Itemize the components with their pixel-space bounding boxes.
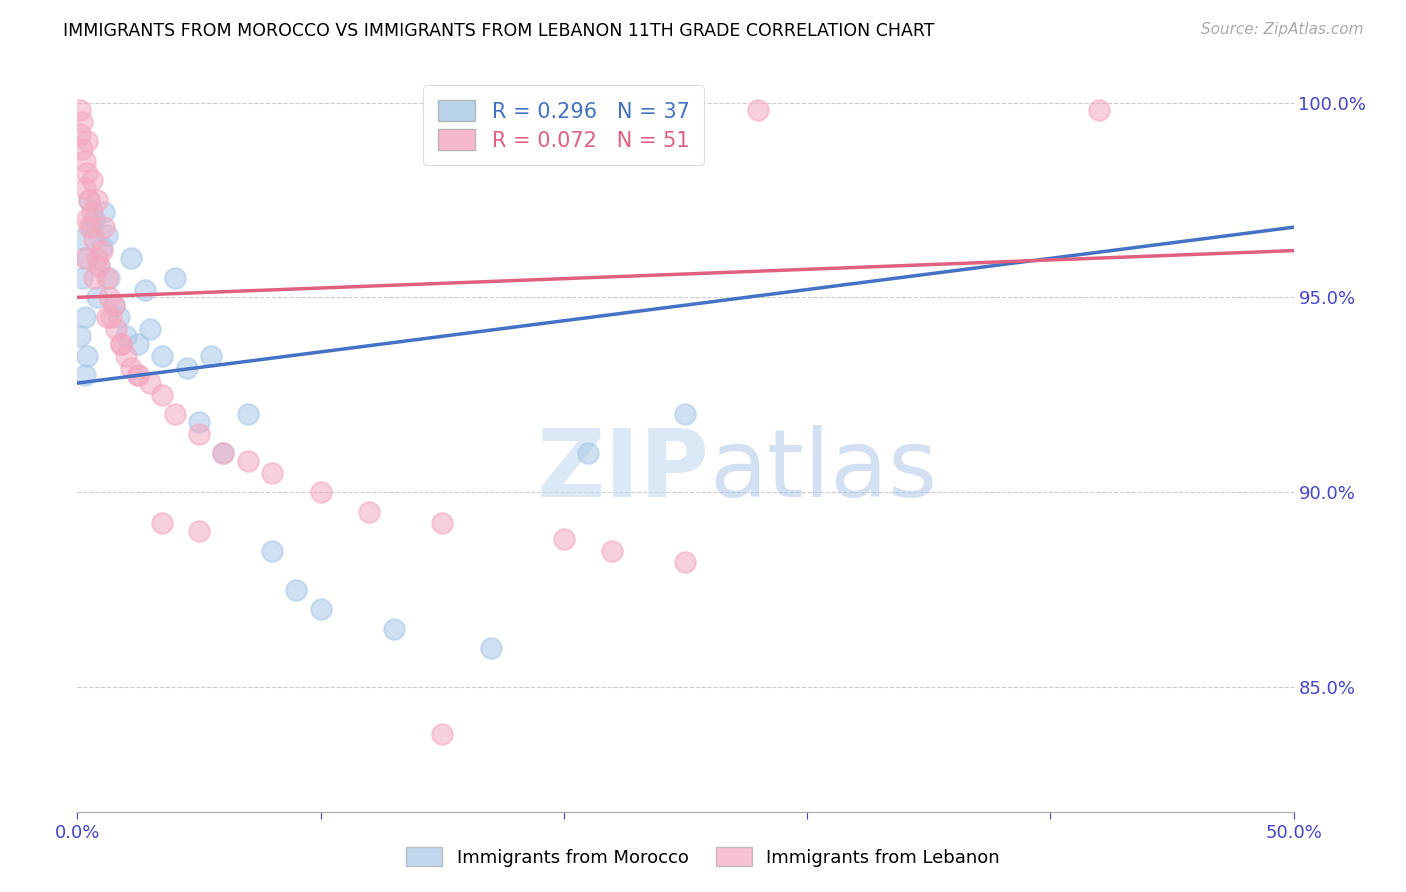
- Point: [139, 321, 162, 335]
- Point: [96, 271, 118, 285]
- Point: [163, 407, 186, 421]
- Point: [553, 532, 575, 546]
- Point: [79, 193, 101, 207]
- Point: [79, 220, 101, 235]
- Point: [1088, 103, 1111, 118]
- Point: [188, 426, 211, 441]
- Point: [96, 310, 118, 324]
- Point: [69, 103, 91, 118]
- Text: ZIP: ZIP: [537, 425, 710, 517]
- Point: [309, 485, 332, 500]
- Point: [120, 360, 142, 375]
- Point: [86, 193, 108, 207]
- Point: [212, 446, 235, 460]
- Point: [285, 582, 308, 597]
- Point: [675, 555, 697, 569]
- Point: [115, 329, 138, 343]
- Point: [76, 252, 98, 266]
- Point: [83, 212, 105, 227]
- Point: [188, 524, 211, 538]
- Point: [105, 321, 128, 335]
- Point: [236, 454, 259, 468]
- Point: [127, 368, 149, 383]
- Point: [127, 368, 149, 383]
- Point: [139, 376, 162, 390]
- Point: [86, 252, 108, 266]
- Point: [69, 127, 91, 141]
- Text: atlas: atlas: [710, 425, 938, 517]
- Point: [309, 602, 332, 616]
- Point: [93, 220, 115, 235]
- Point: [76, 212, 98, 227]
- Point: [115, 349, 138, 363]
- Legend: Immigrants from Morocco, Immigrants from Lebanon: Immigrants from Morocco, Immigrants from…: [399, 840, 1007, 874]
- Point: [200, 349, 222, 363]
- Point: [73, 252, 96, 266]
- Point: [80, 204, 103, 219]
- Point: [83, 232, 105, 246]
- Point: [675, 407, 697, 421]
- Point: [76, 166, 98, 180]
- Point: [89, 259, 111, 273]
- Point: [212, 446, 235, 460]
- Point: [73, 181, 96, 195]
- Point: [96, 227, 118, 242]
- Point: [76, 135, 98, 149]
- Point: [188, 415, 211, 429]
- Point: [93, 204, 115, 219]
- Point: [236, 407, 259, 421]
- Point: [70, 232, 93, 246]
- Point: [110, 337, 132, 351]
- Point: [152, 516, 174, 531]
- Point: [103, 298, 125, 312]
- Point: [359, 505, 381, 519]
- Point: [97, 290, 120, 304]
- Point: [90, 240, 112, 254]
- Point: [576, 446, 599, 460]
- Point: [176, 360, 198, 375]
- Point: [89, 259, 111, 273]
- Text: IMMIGRANTS FROM MOROCCO VS IMMIGRANTS FROM LEBANON 11TH GRADE CORRELATION CHART: IMMIGRANTS FROM MOROCCO VS IMMIGRANTS FR…: [63, 22, 935, 40]
- Point: [97, 271, 120, 285]
- Point: [110, 337, 132, 351]
- Point: [127, 337, 149, 351]
- Point: [430, 727, 453, 741]
- Point: [163, 271, 186, 285]
- Point: [73, 310, 96, 324]
- Point: [90, 244, 112, 258]
- Point: [260, 543, 283, 558]
- Point: [120, 252, 142, 266]
- Point: [83, 271, 105, 285]
- Point: [70, 142, 93, 156]
- Point: [134, 283, 156, 297]
- Point: [747, 103, 769, 118]
- Point: [76, 349, 98, 363]
- Point: [382, 622, 405, 636]
- Point: [86, 290, 108, 304]
- Point: [479, 641, 502, 656]
- Point: [73, 368, 96, 383]
- Point: [107, 310, 129, 324]
- Point: [260, 466, 283, 480]
- Point: [602, 543, 624, 558]
- Point: [70, 115, 93, 129]
- Point: [152, 349, 174, 363]
- Point: [73, 153, 96, 168]
- Point: [80, 173, 103, 187]
- Point: [80, 220, 103, 235]
- Legend: R = 0.296   N = 37, R = 0.072   N = 51: R = 0.296 N = 37, R = 0.072 N = 51: [423, 86, 704, 165]
- Point: [103, 298, 125, 312]
- Point: [69, 329, 91, 343]
- Point: [100, 310, 122, 324]
- Text: Source: ZipAtlas.com: Source: ZipAtlas.com: [1201, 22, 1364, 37]
- Point: [79, 193, 101, 207]
- Point: [430, 516, 453, 531]
- Point: [70, 271, 93, 285]
- Point: [152, 388, 174, 402]
